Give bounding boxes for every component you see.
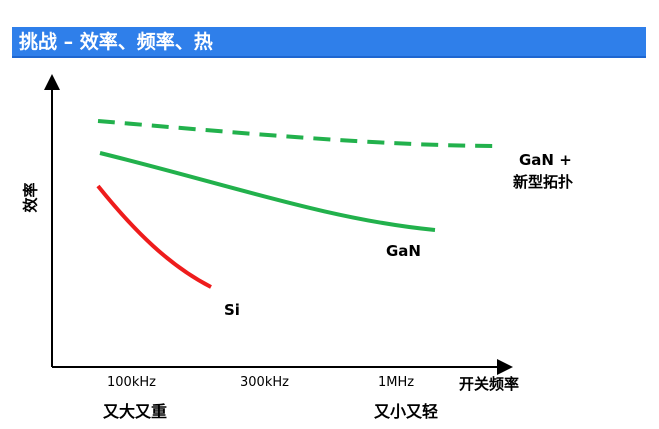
x-axis-label: 开关频率 <box>459 375 520 393</box>
annotation-small-light: 又小又轻 <box>374 402 439 421</box>
page-title: 挑战 – 效率、频率、热 <box>19 31 213 53</box>
series-label-gan-topology-line2: 新型拓扑 <box>513 173 574 191</box>
y-axis-label: 效率 <box>21 182 40 213</box>
annotation-large-heavy: 又大又重 <box>103 402 168 421</box>
title-bar: 挑战 – 效率、频率、热 <box>12 27 646 58</box>
x-tick-label: 1MHz <box>378 375 415 390</box>
series-gan-topology-line <box>97 119 501 148</box>
x-tick-label: 100kHz <box>107 375 156 390</box>
series-label-si: Si <box>224 301 240 319</box>
series-label-gan-topology-line1: GaN + <box>519 151 572 169</box>
series-label-gan: GaN <box>386 242 421 260</box>
series-si-line <box>96 184 212 289</box>
series-gan-line <box>99 151 436 232</box>
x-tick-label: 300kHz <box>240 375 289 390</box>
